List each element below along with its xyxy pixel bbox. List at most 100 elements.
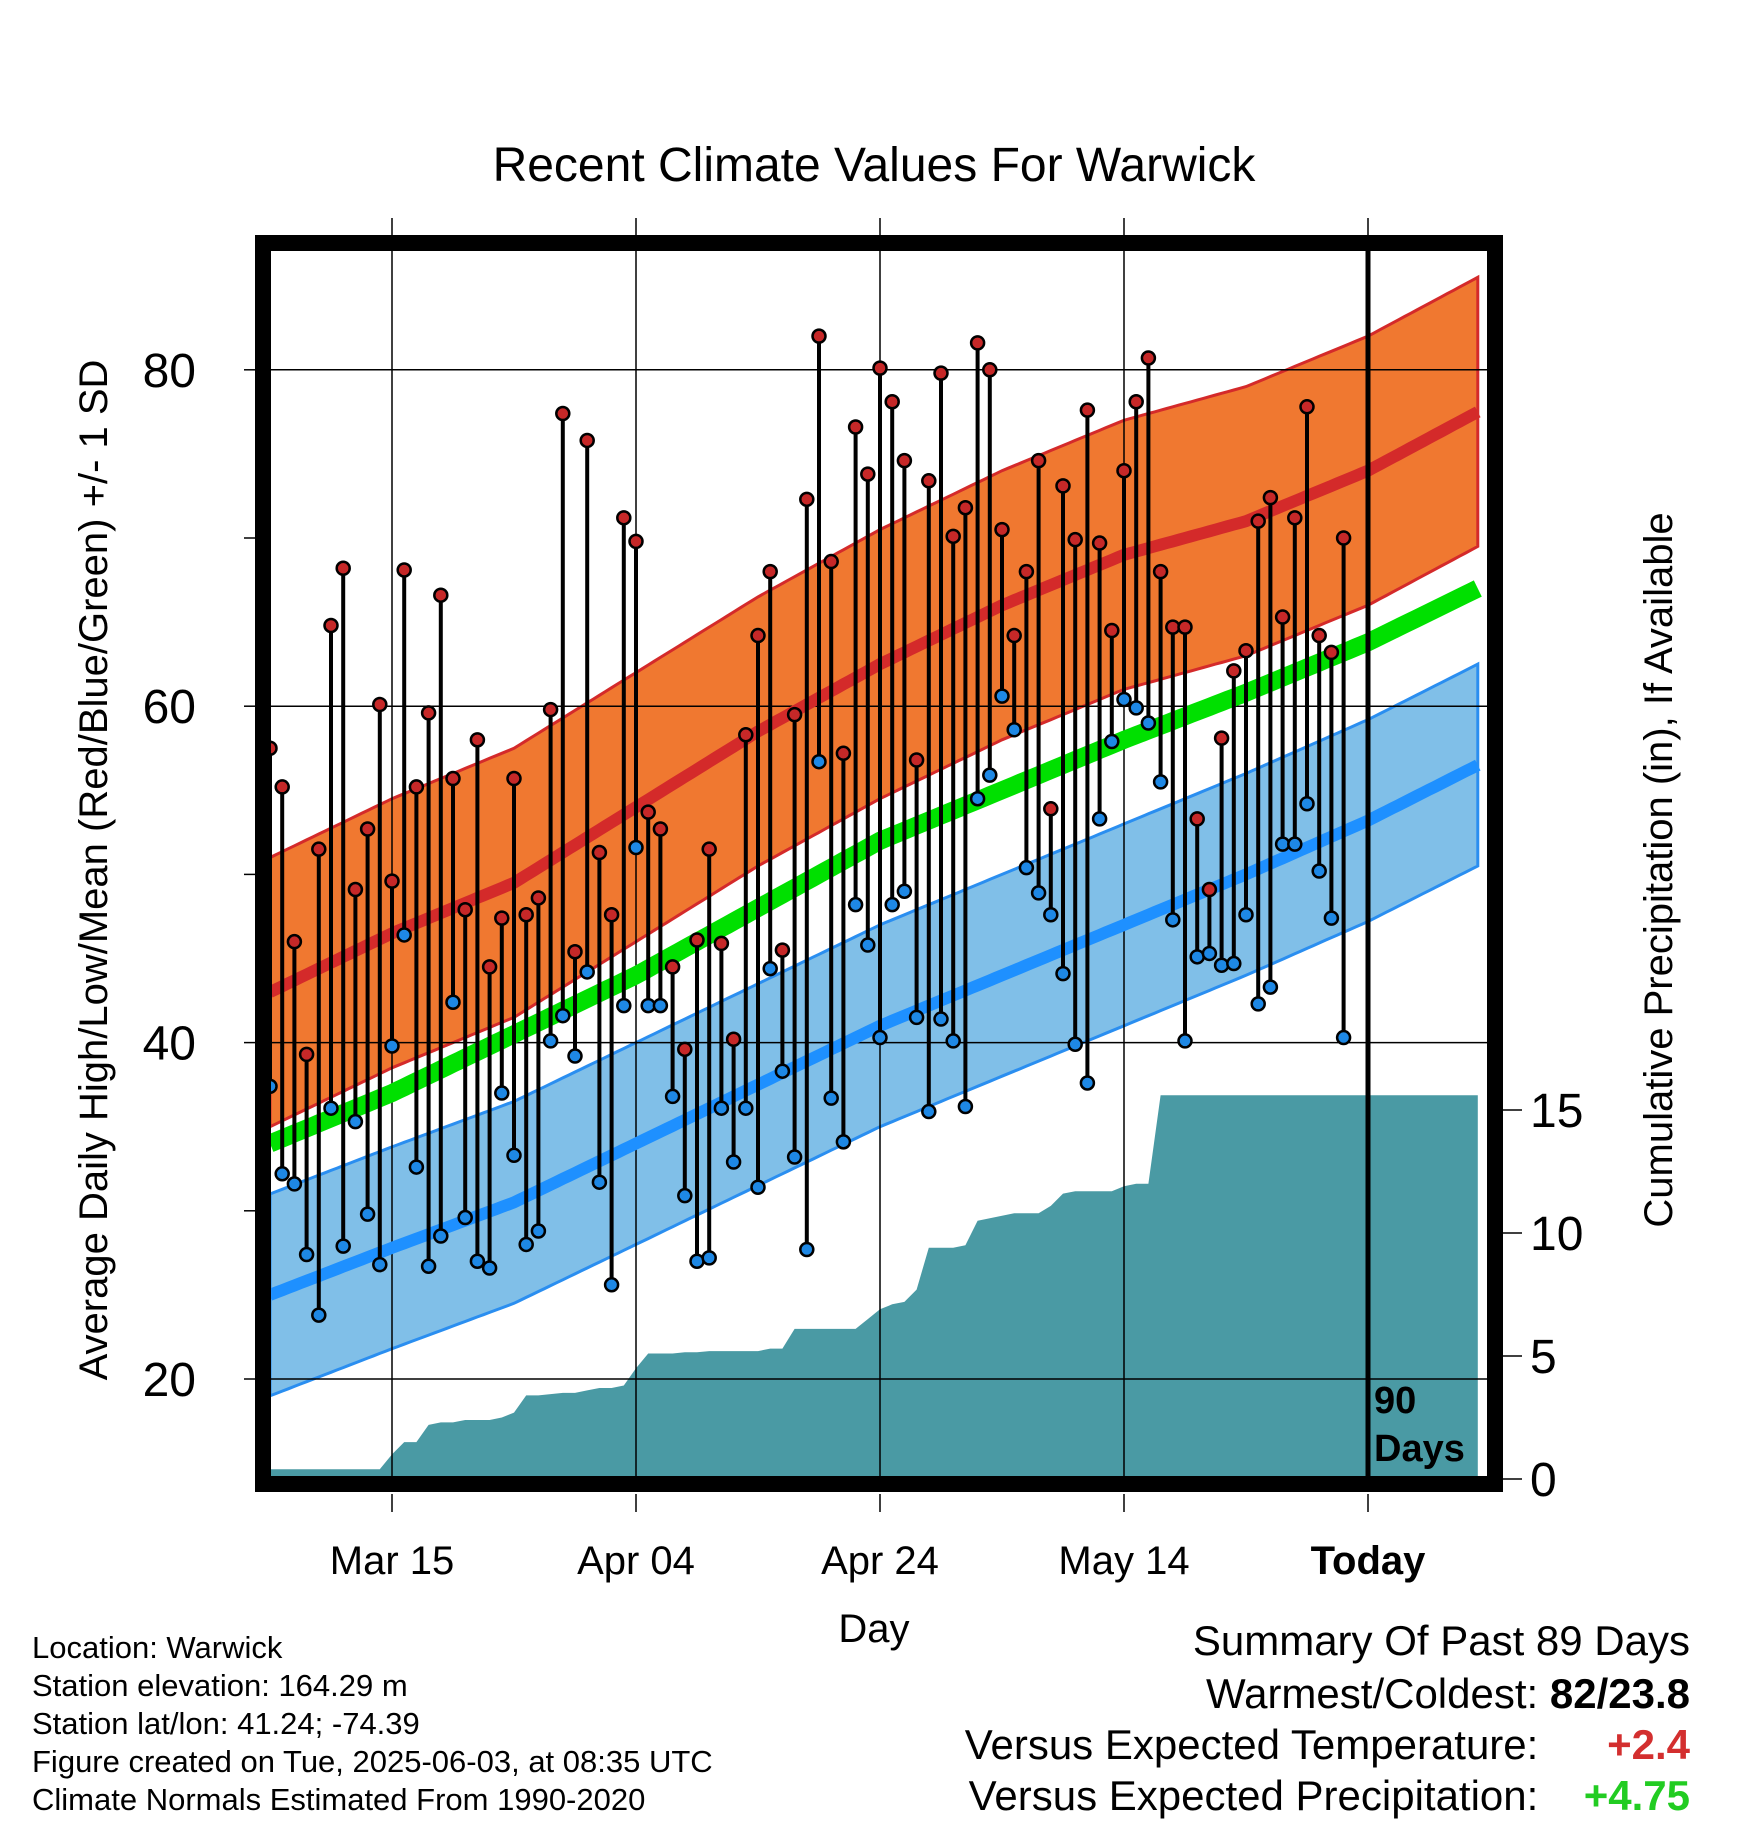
high-point xyxy=(896,452,913,469)
high-point xyxy=(433,587,449,603)
high-point xyxy=(945,528,961,545)
low-point xyxy=(567,1048,583,1064)
high-point xyxy=(823,553,839,570)
low-point xyxy=(1018,859,1035,876)
high-point xyxy=(579,432,595,449)
low-point xyxy=(1067,1036,1083,1053)
normal-high-line xyxy=(270,406,1481,998)
high-point xyxy=(1030,452,1047,469)
high-point xyxy=(270,740,278,756)
high-point xyxy=(1238,642,1254,659)
high-point xyxy=(1043,801,1059,817)
high-point xyxy=(335,560,351,577)
high-point xyxy=(664,959,681,975)
low-point xyxy=(1152,774,1169,790)
low-point xyxy=(933,1011,949,1027)
y-axis-label-right: Cumulative Precipitation (in), If Availa… xyxy=(1637,512,1681,1227)
low-point xyxy=(957,1098,974,1115)
high-point xyxy=(982,362,998,378)
low-point xyxy=(481,1260,498,1276)
low-point xyxy=(1323,910,1340,926)
low-point xyxy=(542,1033,559,1049)
high-point xyxy=(481,959,498,975)
high-point xyxy=(347,881,364,898)
low-point xyxy=(1140,715,1157,731)
low-point xyxy=(1335,1029,1352,1046)
low-point xyxy=(872,1029,888,1046)
precip-vs-expected-label: Versus Expected Precipitation: xyxy=(968,1772,1539,1819)
high-point xyxy=(799,491,815,508)
location-text: Location: Warwick xyxy=(32,1630,283,1665)
high-point xyxy=(530,890,547,906)
high-point xyxy=(1311,627,1327,644)
low-point xyxy=(835,1134,852,1150)
today-label: Days xyxy=(1374,1428,1465,1470)
low-point xyxy=(298,1246,315,1263)
low-point xyxy=(786,1149,803,1165)
x-tick-label: Apr 04 xyxy=(577,1539,695,1583)
low-point xyxy=(530,1223,547,1239)
today-label: 90 xyxy=(1374,1380,1416,1422)
low-point xyxy=(1287,836,1303,852)
y-tick-label-right: 10 xyxy=(1530,1208,1583,1261)
high-point xyxy=(396,562,412,578)
low-point xyxy=(811,753,827,770)
high-point xyxy=(652,821,669,837)
low-point xyxy=(994,688,1010,704)
high-point xyxy=(372,696,388,713)
low-point xyxy=(579,964,595,980)
plot-area: 90 Days xyxy=(270,250,1488,1477)
high-point xyxy=(1140,350,1157,366)
high-point xyxy=(933,365,949,381)
low-point xyxy=(652,997,669,1014)
high-point xyxy=(1335,530,1352,546)
high-point xyxy=(628,533,644,550)
high-point xyxy=(1287,510,1303,526)
high-point xyxy=(359,821,376,837)
low-point xyxy=(969,790,986,807)
low-point xyxy=(555,1007,571,1024)
precipitation-area xyxy=(270,1095,1478,1477)
low-point xyxy=(506,1147,522,1164)
low-point xyxy=(359,1206,376,1222)
elevation-text: Station elevation: 164.29 m xyxy=(32,1668,408,1703)
low-point xyxy=(616,997,632,1014)
low-point xyxy=(1213,957,1230,973)
high-point xyxy=(786,706,803,723)
low-point xyxy=(677,1187,693,1204)
high-point xyxy=(1299,399,1315,415)
x-tick-label: May 14 xyxy=(1058,1539,1189,1583)
low-point xyxy=(1226,955,1242,972)
high-point xyxy=(1250,513,1266,529)
high-point xyxy=(506,770,522,787)
normal-mean-line xyxy=(270,580,1482,1152)
low-point xyxy=(713,1100,730,1116)
high-sd-band xyxy=(270,274,1480,1129)
high-point xyxy=(518,907,534,923)
high-point xyxy=(1213,730,1230,746)
high-point xyxy=(774,942,791,958)
temp-vs-expected-value: +2.4 xyxy=(1607,1721,1690,1768)
high-point xyxy=(445,770,461,787)
high-point xyxy=(957,499,974,516)
high-point xyxy=(640,804,656,820)
low-point xyxy=(311,1307,327,1323)
warm-cold-label: Warmest/Coldest: xyxy=(1206,1670,1539,1717)
low-point xyxy=(701,1250,717,1266)
high-point xyxy=(738,727,754,743)
latlon-text: Station lat/lon: 41.24; -74.39 xyxy=(32,1706,420,1741)
high-point xyxy=(1006,627,1022,644)
low-point xyxy=(1116,691,1132,708)
high-point xyxy=(1152,563,1169,580)
high-point xyxy=(835,745,852,762)
high-point xyxy=(847,419,864,435)
high-point xyxy=(689,932,705,948)
low-point xyxy=(1238,907,1254,923)
low-point xyxy=(982,767,998,783)
low-point xyxy=(884,896,900,913)
summary-temp: Versus Expected Temperature: +2.4 xyxy=(965,1721,1690,1769)
x-tick-label: Apr 24 xyxy=(821,1539,939,1583)
high-point xyxy=(555,405,571,422)
low-point xyxy=(1177,1033,1193,1049)
warm-cold-value: 82/23.8 xyxy=(1549,1670,1690,1717)
